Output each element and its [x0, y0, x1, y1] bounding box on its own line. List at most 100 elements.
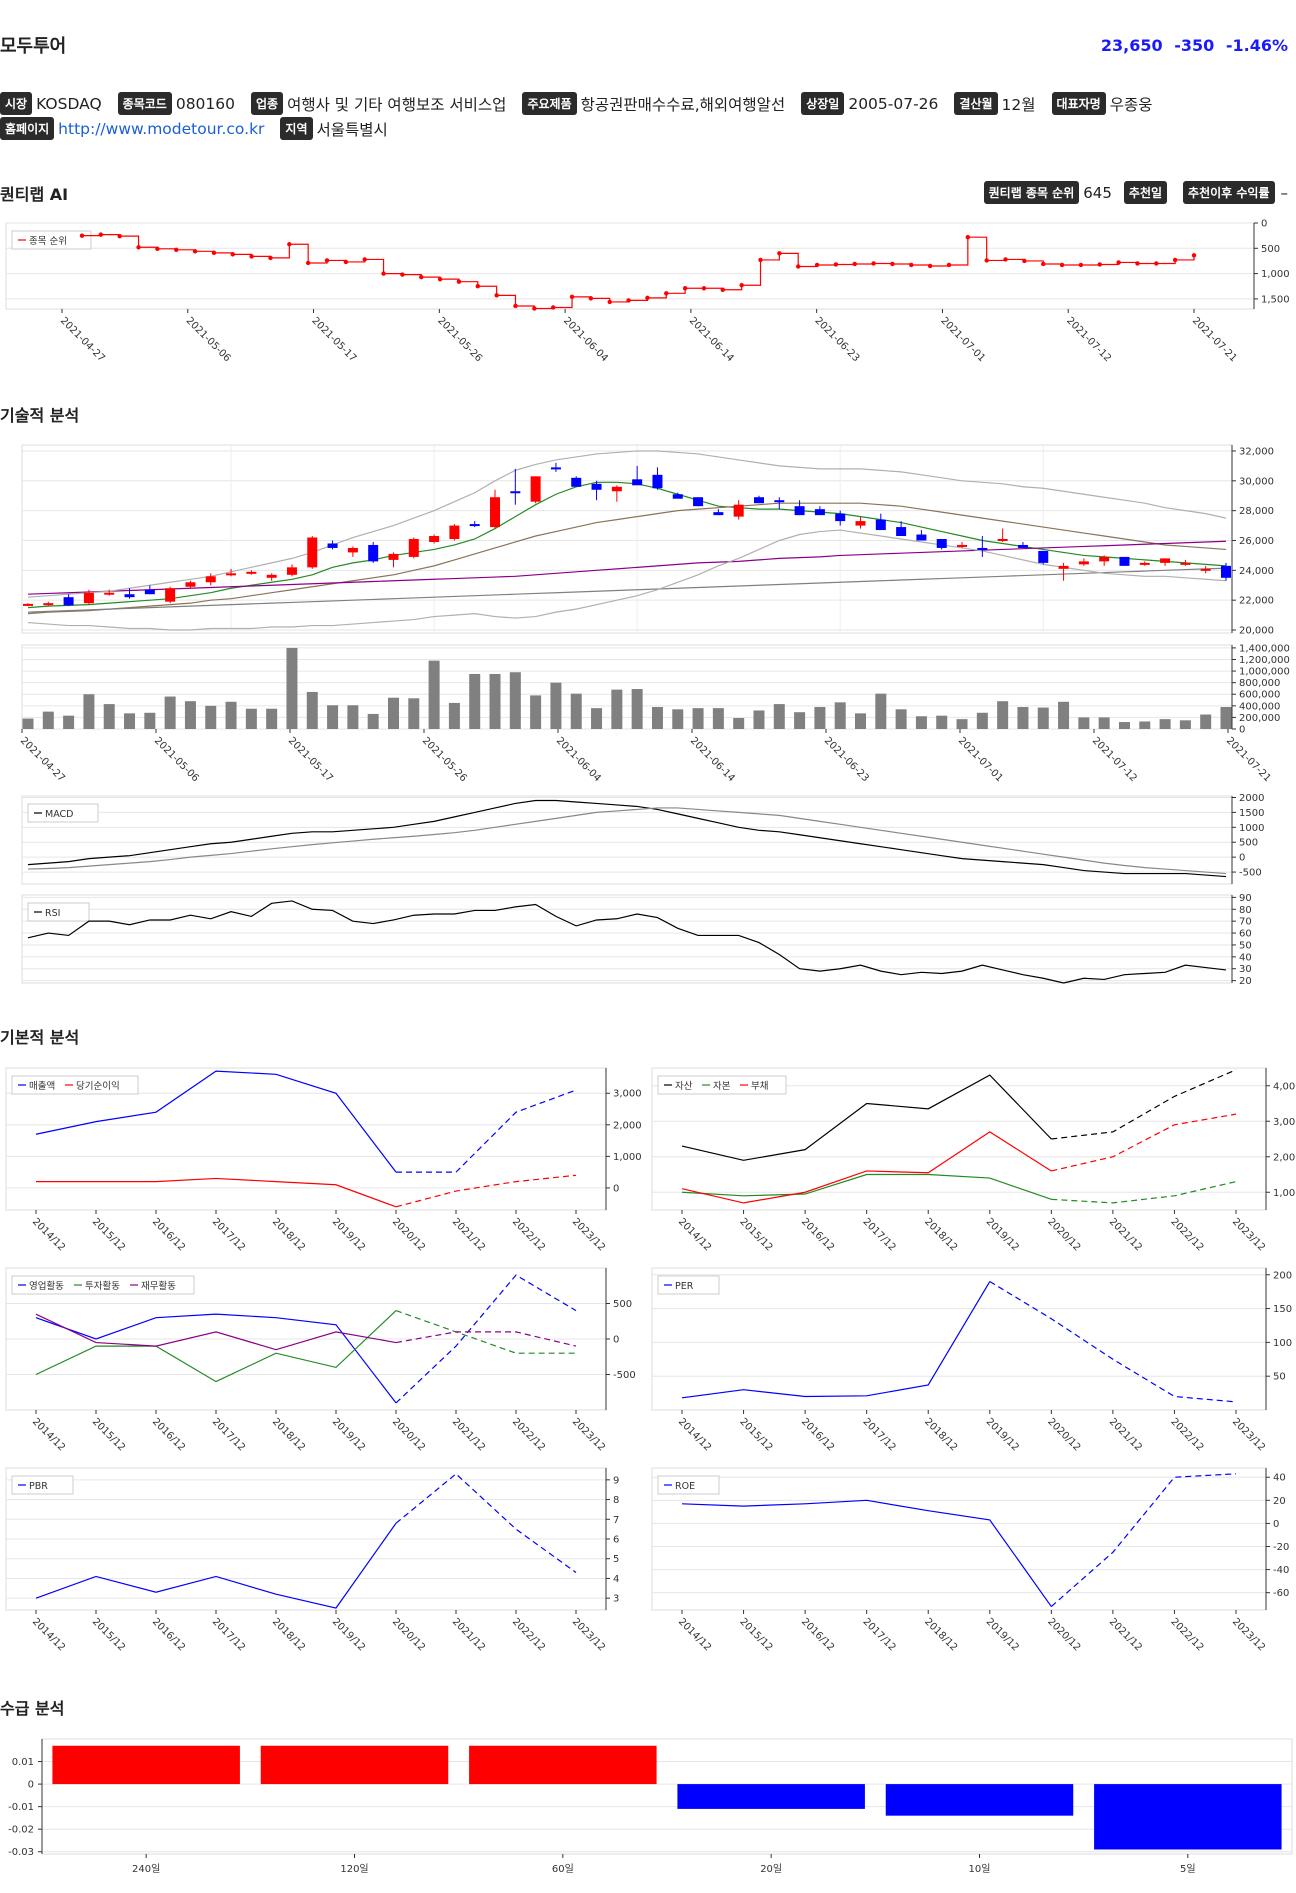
y-tick-label: 800,000 [1239, 678, 1280, 689]
y-tick-label: 4 [613, 1574, 619, 1585]
ceo-value: 우종웅 [1109, 95, 1153, 114]
flow-chart: -0.03 -0.02 -0.01 0 0.01 240일 120일 60일 20일 10일 5일 [8, 1738, 1293, 1875]
candle-body [896, 527, 907, 537]
x-tick-label: 5일 [1180, 1863, 1196, 1875]
candle-body [550, 467, 561, 470]
rank-point [305, 260, 311, 266]
candle-body [936, 539, 947, 548]
flow-bar [1094, 1784, 1282, 1850]
ceo-tag: 대표자명 [1051, 92, 1106, 115]
x-tick-label: 2021-05-06 [152, 735, 201, 784]
x-tick-label: 2018/12 [270, 1616, 307, 1653]
y-tick-label: 200,000 [1239, 713, 1280, 724]
volume-bar [428, 660, 440, 729]
x-tick-label: 2018/12 [922, 1216, 959, 1253]
volume-bar [22, 718, 34, 729]
x-tick-label: 2018/12 [922, 1416, 959, 1453]
x-tick-label: 2021-07-01 [938, 315, 987, 364]
rec-date-tag: 추천일 [1123, 181, 1168, 204]
y-tick-label: 3,000 [613, 1089, 642, 1100]
candle-body [1200, 568, 1211, 571]
volume-bar [1058, 701, 1070, 729]
rank-point [155, 246, 160, 251]
flow-bar [469, 1745, 657, 1785]
자산-forecast-line [1051, 1069, 1237, 1140]
rank-point [211, 250, 217, 256]
volume-bar [651, 706, 663, 729]
자본-line [681, 1173, 1052, 1200]
return-value: – [1280, 183, 1289, 202]
volume-bar [550, 682, 562, 729]
rank-point [268, 255, 273, 261]
rank-point [419, 274, 424, 280]
x-tick-label: 2021-07-12 [1064, 315, 1113, 364]
y-tick-label: -500 [1239, 868, 1262, 879]
x-tick-label: 2020/12 [390, 1216, 427, 1253]
x-tick-label: 2023/12 [570, 1616, 607, 1653]
PER-line [681, 1281, 991, 1399]
x-tick-label: 2021-05-26 [435, 315, 484, 364]
y-tick-label: 90 [1239, 893, 1252, 904]
ROE-forecast-line [1050, 1473, 1237, 1607]
rank-point [607, 299, 612, 305]
rank-point [1172, 257, 1178, 263]
volume-bar [1078, 717, 1090, 729]
volume-bar [875, 693, 887, 729]
x-tick-label: 2014/12 [676, 1616, 713, 1653]
x-tick-label: 2021-05-17 [286, 735, 335, 784]
volume-bar [205, 705, 217, 729]
재무활동-forecast-line [395, 1331, 577, 1347]
x-tick-label: 120일 [340, 1863, 368, 1875]
rank-point [1116, 260, 1121, 265]
rank-point [984, 258, 989, 263]
candle-body [875, 519, 886, 531]
volume-bar [834, 702, 846, 729]
volume-bar [1179, 720, 1191, 729]
y-tick-label: 8 [613, 1495, 619, 1506]
volume-bar [509, 672, 521, 729]
x-tick-label: 2021-05-17 [309, 315, 358, 364]
x-tick-label: 2019/12 [330, 1216, 367, 1253]
candle-body [510, 491, 521, 494]
candle-body [916, 534, 927, 541]
rank-point [192, 249, 198, 254]
rank-point [381, 271, 386, 276]
legend-box [11, 1075, 139, 1095]
candle-body [571, 477, 582, 487]
x-tick-label: 2023/12 [1230, 1616, 1267, 1653]
product-tag: 주요제품 [522, 92, 577, 115]
y-tick-label: 0.01 [12, 1757, 34, 1768]
x-tick-label: 2023/12 [570, 1416, 607, 1453]
x-tick-label: 2016/12 [150, 1216, 187, 1253]
volume-bar [1037, 707, 1049, 729]
candle-body [226, 573, 237, 576]
y-tick-label: 7 [613, 1515, 619, 1526]
plot-area [651, 1267, 1267, 1411]
legend-label: 재무활동 [141, 1280, 176, 1292]
volume-bar [286, 647, 298, 729]
candle-body [185, 582, 196, 587]
rank-point [1135, 261, 1140, 266]
rank-point [437, 276, 443, 282]
x-tick-label: 2021-07-12 [1090, 735, 1139, 784]
legend-label: 매출액 [29, 1080, 55, 1092]
region-value: 서울특별시 [316, 120, 388, 139]
당기순이익-line [36, 1177, 397, 1208]
candle-body [672, 494, 683, 499]
current-price: 23,650 [1100, 36, 1163, 55]
plot-area [21, 444, 1233, 634]
volume-bar [712, 708, 724, 729]
rank-chart: 0 500 1,000 1,500 종목 순위 2021-04-27 2021-05-06 2… [5, 219, 1290, 364]
x-tick-label: 240일 [132, 1863, 160, 1875]
rank-point [494, 293, 499, 298]
candle-body [266, 574, 277, 578]
homepage-link[interactable]: http://www.modetour.co.kr [58, 119, 265, 138]
volume-bar [591, 708, 603, 729]
y-tick-label: 2,000 [613, 1120, 642, 1131]
candle-body [1180, 562, 1191, 565]
rank-point [230, 252, 235, 257]
x-tick-label: 2015/12 [737, 1216, 774, 1253]
rsi-line [27, 900, 1227, 984]
volume-bar [1220, 706, 1232, 729]
